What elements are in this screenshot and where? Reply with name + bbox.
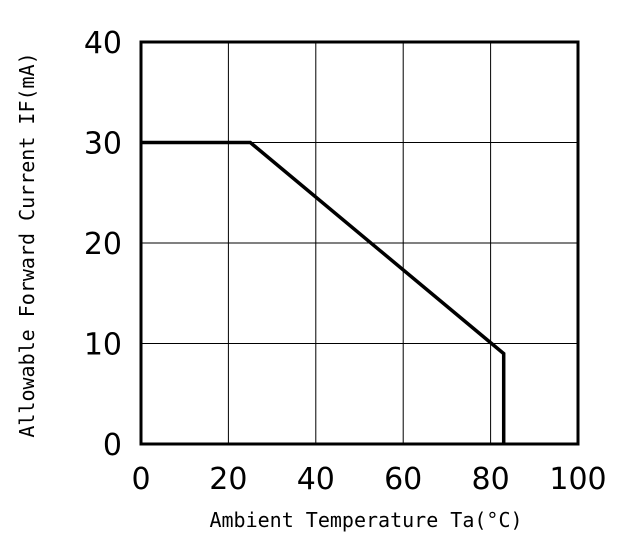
y-axis-label: Allowable Forward Current IF(mA) — [15, 52, 39, 437]
series-group — [141, 140, 506, 444]
series-line-0 — [141, 140, 506, 444]
plot-frame — [139, 40, 580, 446]
x-tick-label: 40 — [297, 462, 335, 497]
x-tick-label: 0 — [131, 462, 150, 497]
x-tick-label: 80 — [472, 462, 510, 497]
grid-lines — [141, 42, 578, 444]
x-tick-label: 20 — [209, 462, 247, 497]
x-tick-labels: 0 20 40 60 80 100 — [131, 462, 606, 497]
y-tick-label: 30 — [84, 127, 122, 162]
y-tick-label: 40 — [84, 26, 122, 61]
x-axis-label: Ambient Temperature Ta(°C) — [209, 508, 522, 532]
y-tick-label: 20 — [84, 227, 122, 262]
x-tick-label: 100 — [549, 462, 606, 497]
y-tick-label: 10 — [84, 328, 122, 363]
x-tick-label: 60 — [384, 462, 422, 497]
y-tick-labels: 0 10 20 30 40 — [84, 26, 122, 463]
y-tick-label: 0 — [103, 428, 122, 463]
